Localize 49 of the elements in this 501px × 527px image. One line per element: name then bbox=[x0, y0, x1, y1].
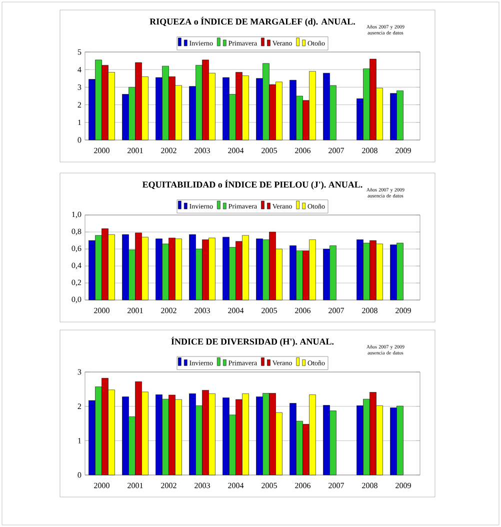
x-tick-label: 2004 bbox=[228, 308, 244, 314]
y-tick-label: 0,2 bbox=[72, 280, 82, 286]
chart-title: RIQUEZA o ÍNDICE DE MARGALEF (d). ANUAL. bbox=[150, 16, 355, 26]
x-tick-label: 2002 bbox=[161, 482, 176, 488]
x-tick-label: 2000 bbox=[94, 308, 110, 314]
y-tick-label: 1,0 bbox=[72, 212, 82, 218]
y-tick-label: 0,0 bbox=[72, 296, 82, 304]
x-tick-label: 2006 bbox=[295, 148, 311, 154]
x-tick-label: 2009 bbox=[396, 482, 411, 488]
y-tick-label: 2 bbox=[78, 404, 82, 409]
x-tick-label: 2008 bbox=[362, 308, 378, 314]
x-tick-label: 2006 bbox=[295, 482, 311, 488]
y-tick-label: 0 bbox=[78, 137, 82, 143]
y-tick-label: 4 bbox=[78, 66, 82, 72]
y-tick-label: 0,6 bbox=[72, 246, 82, 252]
y-tick-label: 3 bbox=[78, 369, 82, 375]
x-tick-label: 2009 bbox=[396, 308, 411, 314]
x-tick-label: 2005 bbox=[262, 482, 277, 488]
x-tick-label: 2004 bbox=[228, 482, 244, 488]
x-tick-label: 2001 bbox=[128, 148, 143, 154]
x-tick-label: 2002 bbox=[161, 148, 176, 154]
chart-title: EQUITABILIDAD o ÍNDICE DE PIELOU (J'). ANUAL. bbox=[142, 180, 362, 190]
x-tick-label: 2003 bbox=[194, 148, 210, 154]
y-tick-label: 0 bbox=[78, 472, 82, 478]
x-tick-label: 2001 bbox=[128, 482, 143, 488]
x-tick-label: 2007 bbox=[328, 148, 344, 154]
y-tick-label: 1 bbox=[78, 438, 81, 444]
y-tick-label: 2 bbox=[78, 102, 82, 108]
x-tick-label: 2007 bbox=[328, 308, 344, 314]
x-tick-label: 2003 bbox=[194, 308, 210, 314]
chart-title: ÍNDICE DE DIVERSIDAD (H'). ANUAL. bbox=[171, 336, 334, 346]
x-tick-label: 2008 bbox=[362, 482, 378, 488]
x-tick-label: 2005 bbox=[262, 148, 277, 154]
x-tick-label: 2005 bbox=[262, 308, 277, 314]
x-tick-label: 2000 bbox=[94, 482, 110, 488]
x-tick-label: 2001 bbox=[128, 308, 143, 314]
x-tick-label: 2004 bbox=[228, 148, 244, 154]
x-tick-label: 2002 bbox=[161, 308, 176, 314]
x-tick-label: 2000 bbox=[94, 148, 110, 154]
y-tick-label: 1 bbox=[78, 120, 81, 126]
x-tick-label: 2003 bbox=[194, 482, 210, 488]
y-tick-label: 0,8 bbox=[72, 228, 82, 236]
y-tick-label: 0,4 bbox=[72, 262, 82, 270]
x-tick-label: 2009 bbox=[396, 148, 411, 154]
y-tick-label: 5 bbox=[78, 49, 82, 55]
x-tick-label: 2008 bbox=[362, 148, 378, 154]
x-tick-label: 2006 bbox=[295, 308, 311, 314]
y-tick-label: 3 bbox=[78, 84, 82, 90]
x-tick-label: 2007 bbox=[328, 482, 344, 488]
